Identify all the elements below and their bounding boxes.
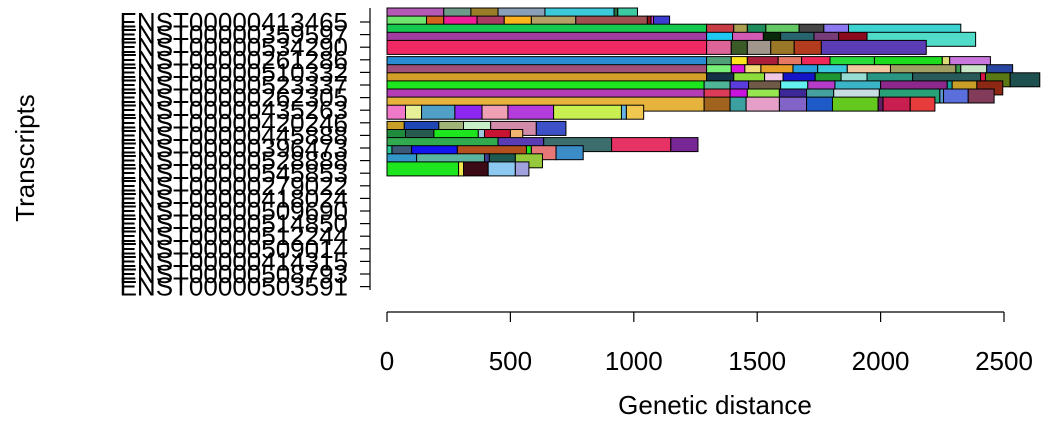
bar-segment (770, 39, 795, 55)
y-tick-label: ENST00000435263 (120, 95, 348, 125)
y-tick-label: ENST00000359597 (120, 20, 348, 50)
y-tick-label: ENST00000509014 (120, 234, 348, 264)
bar-segment (454, 104, 483, 120)
y-tick-label: ENST00000503591 (120, 272, 348, 302)
bar-segment (746, 39, 772, 55)
y-tick-label: ENST00000545853 (120, 158, 348, 188)
bar-segment (670, 137, 699, 153)
y-tick-label: ENST00000534290 (120, 32, 348, 62)
y-tick-label: ENST00000414315 (120, 246, 348, 276)
bar-segment (514, 161, 530, 177)
bar-segment (553, 104, 622, 120)
y-tick-label: ENST00000413465 (120, 7, 348, 37)
bar-segment (793, 39, 822, 55)
bar-segment (463, 161, 489, 177)
y-tick-label: ENST00000279022 (120, 171, 348, 201)
y-tick-label: ENST00000523337 (120, 70, 348, 100)
y-tick-label: ENST00000509690 (120, 196, 348, 226)
y-tick-label: ENST00000508793 (120, 259, 348, 289)
y-axis-title: Transcripts (10, 94, 40, 222)
bar-segment (778, 96, 808, 112)
bar-segment (703, 96, 731, 112)
bars-layer (386, 7, 1041, 177)
bar-ENST00000528888 (386, 104, 645, 120)
bar-segment (882, 96, 911, 112)
x-tick-label: 2500 (975, 346, 1033, 376)
bar-segment (939, 88, 945, 104)
y-tick-label: ENST00000528888 (120, 146, 348, 176)
x-tick-label: 500 (489, 346, 532, 376)
bar-segment (820, 39, 927, 55)
bar-segment (877, 96, 884, 112)
bar-segment (745, 96, 780, 112)
bar-segment (487, 161, 516, 177)
bar-segment (535, 120, 567, 136)
bar-segment (943, 88, 969, 104)
bar-segment (730, 39, 748, 55)
y-tick-label: ENST00000445888 (120, 120, 348, 150)
y-tick-label: ENST00000510332 (120, 57, 348, 87)
y-tick-label: ENST00000420246 (120, 108, 348, 138)
y-tick-labels: ENST00000413465ENST00000359597ENST000005… (120, 7, 348, 302)
bar-segment (831, 96, 879, 112)
x-tick-label: 1000 (605, 346, 663, 376)
bar-segment (386, 39, 708, 55)
y-axis (360, 8, 371, 290)
y-tick-label: ENST00000418024 (120, 183, 348, 213)
bar-segment (625, 104, 645, 120)
bar-segment (706, 39, 732, 55)
bar-segment (967, 88, 995, 104)
bar-ENST00000510332 (386, 39, 927, 55)
bar-segment (729, 96, 747, 112)
x-tick-label: 0 (380, 346, 394, 376)
y-tick-label: ENST00000512244 (120, 221, 348, 251)
bar-segment (481, 104, 509, 120)
y-tick-label: ENST00000262305 (120, 83, 348, 113)
bar-segment (555, 145, 584, 161)
bar-segment (909, 96, 936, 112)
y-tick-label: ENST00000396473 (120, 133, 348, 163)
bar-segment (386, 104, 407, 120)
bar-segment (806, 96, 833, 112)
bar-segment (507, 104, 555, 120)
bar-segment (620, 104, 627, 120)
x-tick-label: 2000 (852, 346, 910, 376)
bar-segment (386, 161, 460, 177)
y-tick-label: ENST00000261286 (120, 45, 348, 75)
bar-ENST00000418024 (386, 137, 699, 153)
bar-segment (1009, 72, 1041, 88)
bar-segment (405, 104, 423, 120)
y-tick-label: ENST00000514850 (120, 209, 348, 239)
x-axis: 0 500 1000 1500 2000 2500 (380, 311, 1033, 376)
bar-segment (458, 161, 465, 177)
x-axis-title: Genetic distance (618, 390, 812, 420)
bar-segment (611, 137, 672, 153)
bar-segment (421, 104, 456, 120)
x-tick-label: 1500 (728, 346, 786, 376)
bar-ENST00000512244 (386, 161, 530, 177)
